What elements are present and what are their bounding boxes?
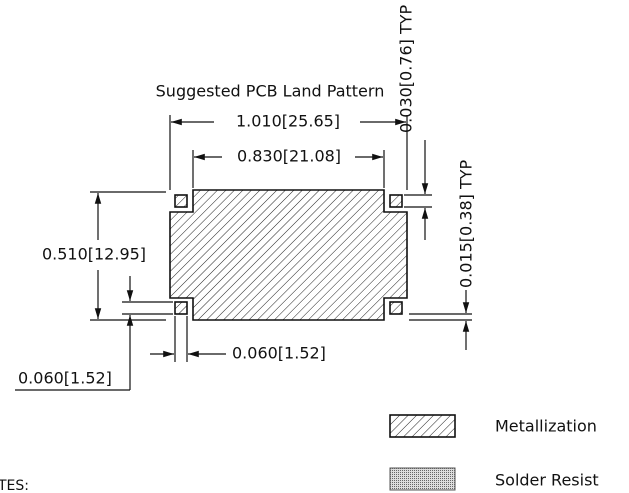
solder-resist-squares: [174, 194, 403, 315]
legend-label: Metallization: [495, 417, 597, 436]
resist-size-label: 0.060[1.52]: [18, 369, 112, 388]
resist-gap-label: 0.060[1.52]: [232, 344, 326, 363]
resist-offset-top-label: 0.030[0.76] TYP: [397, 4, 416, 133]
pad-width-label: 0.830[21.08]: [237, 147, 341, 166]
dimension-lines: [15, 115, 472, 391]
title: Suggested PCB Land Pattern: [156, 82, 385, 101]
legend-swatch-metallization: [389, 414, 456, 438]
resist-offset-side-label: 0.015[0.38] TYP: [457, 159, 476, 288]
height-label: 0.510[12.95]: [42, 245, 146, 264]
notes-heading: TES:: [0, 478, 29, 493]
metallization-pad: [169, 189, 408, 321]
overall-width-label: 1.010[25.65]: [236, 112, 340, 131]
legend-swatch-solder-resist: [389, 467, 456, 491]
legend-label: Solder Resist: [495, 471, 599, 490]
